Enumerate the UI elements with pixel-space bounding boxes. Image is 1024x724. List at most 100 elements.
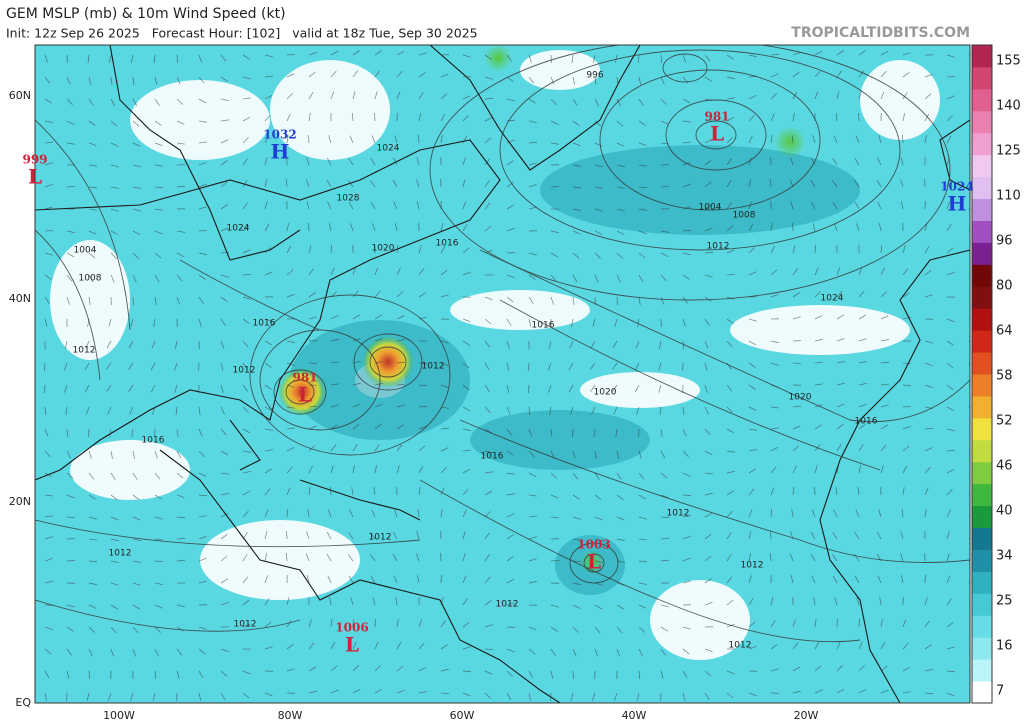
wind-barb — [242, 249, 251, 254]
wind-barb — [704, 670, 712, 677]
wind-barb — [506, 472, 515, 475]
wind-barb — [946, 340, 954, 346]
wind-barb — [814, 267, 819, 276]
wind-barb — [84, 384, 90, 393]
longitude-label: 60W — [450, 709, 475, 722]
wind-barb — [682, 557, 691, 562]
wind-barb — [836, 665, 843, 672]
wind-barb — [704, 428, 711, 436]
wind-barb — [528, 384, 530, 394]
wind-barb — [726, 76, 735, 80]
wind-barb — [878, 509, 882, 518]
wind-barb — [352, 641, 357, 650]
colorbar-segment — [972, 483, 992, 507]
wind-barb — [924, 487, 929, 496]
wind-barb — [704, 159, 712, 166]
wind-barb — [330, 619, 333, 628]
wind-barb — [832, 157, 838, 166]
wind-barb — [638, 208, 647, 211]
wind-barb — [66, 670, 70, 679]
wind-barb — [394, 135, 398, 144]
wind-barb — [350, 597, 354, 606]
wind-barb — [44, 98, 53, 104]
wind-barb — [638, 120, 646, 126]
wind-barb — [484, 97, 494, 100]
wind-barb — [878, 135, 882, 144]
wind-barb — [308, 362, 318, 364]
wind-barb — [305, 179, 310, 188]
wind-barb — [352, 290, 359, 298]
wind-barb — [638, 164, 647, 167]
wind-barb — [326, 179, 332, 188]
wind-barb — [810, 179, 816, 188]
wind-barb — [616, 230, 625, 236]
wind-barb — [658, 384, 662, 393]
wind-barb — [418, 445, 426, 452]
wind-barb — [682, 98, 691, 104]
wind-barb — [242, 340, 249, 348]
wind-barb — [154, 296, 157, 305]
wind-barb — [946, 95, 955, 100]
wind-barb — [880, 361, 890, 364]
wind-barb — [726, 428, 735, 434]
wind-barb — [572, 230, 581, 235]
wind-barb — [877, 575, 882, 584]
wind-barb — [572, 186, 582, 189]
wind-barb — [506, 534, 514, 540]
wind-barb — [594, 230, 603, 236]
wind-barb — [43, 362, 46, 372]
wind-barb — [568, 384, 574, 393]
wind-barb — [770, 362, 779, 366]
wind-barb — [264, 468, 273, 474]
pressure-value: 999 — [22, 153, 47, 167]
isobar-label: 1012 — [667, 509, 690, 519]
colorbar-label: 80 — [996, 279, 1013, 294]
wind-barb — [660, 626, 669, 632]
wind-barb — [570, 406, 574, 415]
wind-barb — [810, 531, 816, 540]
isobar-label: 1020 — [372, 244, 395, 254]
wind-barb — [528, 141, 538, 144]
wind-barb — [462, 179, 466, 188]
wind-barb — [132, 274, 137, 283]
wind-barb — [418, 465, 424, 474]
wind-barb — [198, 230, 208, 232]
wind-barb — [902, 384, 912, 387]
wind-barb — [616, 494, 624, 501]
wind-barb — [370, 554, 376, 562]
wind-barb — [198, 318, 202, 327]
wind-barb — [637, 54, 640, 64]
wind-barb — [594, 472, 600, 481]
wind-barb — [198, 536, 207, 540]
wind-barb — [154, 450, 158, 459]
wind-barb — [880, 291, 888, 298]
wind-barb — [506, 555, 514, 562]
wind-barb — [286, 113, 291, 122]
wind-barb — [726, 296, 735, 300]
wind-barb — [88, 230, 97, 235]
wind-barb — [791, 509, 794, 518]
wind-barb — [616, 626, 623, 634]
wind-barb — [682, 54, 687, 63]
wind-barb — [440, 223, 444, 232]
wind-barb — [242, 296, 251, 300]
wind-barb — [484, 428, 493, 434]
wind-barb — [88, 648, 93, 657]
wind-barb — [110, 76, 113, 85]
wind-barb — [132, 560, 141, 563]
wind-barb — [836, 641, 841, 650]
isobar-label: 1004 — [74, 246, 97, 256]
wind-barb — [220, 76, 228, 82]
wind-barb — [176, 98, 183, 105]
wind-barb — [176, 185, 186, 188]
wind-barb — [726, 249, 735, 254]
wind-barb — [726, 670, 735, 675]
wind-barb — [176, 670, 180, 679]
wind-barb — [154, 472, 161, 480]
wind-barb — [242, 670, 251, 675]
wind-barb — [880, 444, 887, 452]
wind-barb — [660, 98, 667, 105]
wind-barb — [682, 626, 691, 630]
wind-barb — [812, 135, 816, 144]
wind-barb — [350, 223, 354, 232]
